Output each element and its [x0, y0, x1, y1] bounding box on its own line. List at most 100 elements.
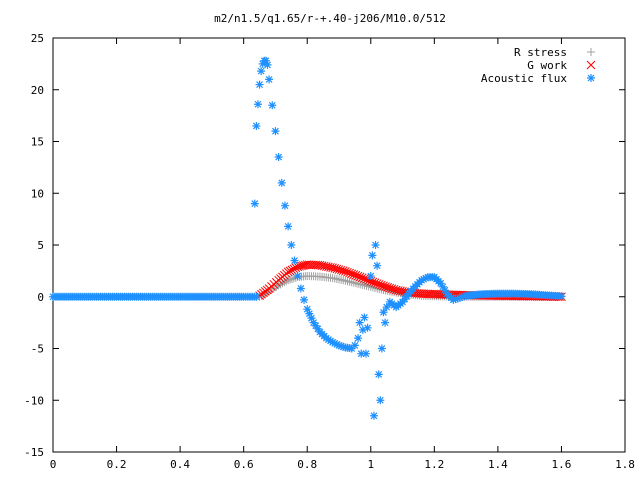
- data-point: [349, 278, 358, 287]
- data-point: [339, 342, 348, 351]
- data-point: [451, 295, 460, 304]
- y-tick-label: -10: [24, 394, 44, 407]
- y-tick-label: 25: [31, 32, 44, 45]
- legend-label: R stress: [514, 46, 567, 59]
- data-point: [313, 324, 322, 333]
- data-point: [354, 279, 363, 288]
- data-point: [347, 278, 356, 287]
- data-point: [436, 279, 445, 288]
- data-point: [421, 289, 431, 299]
- data-point: [293, 272, 302, 281]
- data-point: [330, 339, 339, 348]
- data-point: [419, 275, 428, 284]
- data-point: [280, 201, 289, 210]
- y-tick-label: 5: [37, 239, 44, 252]
- data-point: [265, 75, 274, 84]
- data-point: [271, 127, 280, 136]
- data-point: [423, 289, 433, 299]
- chart-title: m2/n1.5/q1.65/r-+.40-j206/M10.0/512: [214, 12, 446, 25]
- data-point: [307, 314, 316, 323]
- data-point: [358, 280, 367, 289]
- data-point: [255, 80, 264, 89]
- data-point: [284, 222, 293, 231]
- data-point: [369, 411, 378, 420]
- data-point: [303, 305, 312, 314]
- y-tick-label: -5: [31, 343, 44, 356]
- data-point: [335, 341, 343, 350]
- data-point: [363, 323, 372, 332]
- x-tick-label: 0.2: [107, 458, 127, 471]
- data-point: [356, 280, 365, 289]
- data-point: [457, 293, 466, 302]
- data-point: [309, 318, 318, 327]
- plot-frame: [52, 37, 626, 453]
- data-point: [337, 342, 346, 351]
- data-point: [305, 309, 314, 318]
- data-point: [311, 321, 320, 330]
- x-tick-label: 1.8: [615, 458, 635, 471]
- data-point: [347, 344, 356, 353]
- data-point: [290, 256, 299, 265]
- legend-marker: [587, 48, 595, 56]
- data-point: [307, 260, 316, 270]
- data-point: [287, 241, 296, 249]
- data-point: [350, 341, 359, 350]
- data-point: [253, 100, 262, 109]
- series-star: [49, 56, 566, 420]
- data-point: [377, 344, 386, 353]
- data-point: [302, 260, 312, 270]
- data-point: [277, 178, 286, 187]
- x-tick-label: 0.6: [234, 458, 254, 471]
- legend-marker: [587, 74, 595, 82]
- y-tick-label: 10: [31, 187, 44, 200]
- data-point: [438, 282, 447, 291]
- data-point: [309, 260, 318, 270]
- data-point: [374, 370, 383, 379]
- data-point: [417, 289, 426, 298]
- data-point: [453, 294, 462, 303]
- data-point: [345, 277, 354, 286]
- axis-ticks: 0 0.2 0.4 0.6 0.8 1 1.2 1.4 1.6 1.8 -15 -10 -5 0 5 10 15…: [24, 32, 635, 471]
- data-point: [341, 276, 350, 285]
- y-tick-label: 20: [31, 84, 44, 97]
- data-point: [250, 199, 259, 208]
- x-tick-label: 0.4: [170, 458, 190, 471]
- data-point: [332, 340, 341, 349]
- data-point: [421, 274, 430, 283]
- data-point: [417, 276, 426, 285]
- x-tick-label: 0.8: [297, 458, 317, 471]
- data-point: [354, 334, 363, 343]
- data-point: [252, 121, 261, 130]
- data-point: [557, 292, 566, 301]
- x-tick-label: 1.4: [488, 458, 508, 471]
- x-tick-label: 1: [367, 458, 374, 471]
- data-point: [304, 260, 314, 270]
- data-point: [300, 295, 309, 304]
- data-point: [381, 318, 390, 327]
- y-tick-label: 15: [31, 136, 44, 149]
- data-point: [257, 67, 266, 76]
- data-point: [343, 277, 352, 286]
- data-point: [382, 303, 391, 312]
- data-point: [328, 338, 337, 347]
- x-tick-label: 1.6: [552, 458, 572, 471]
- data-point: [274, 153, 283, 162]
- data-point: [368, 251, 377, 260]
- data-point: [455, 293, 464, 302]
- data-point: [376, 396, 385, 405]
- data-point: [274, 281, 283, 290]
- legend-marker: [586, 60, 596, 70]
- data-point: [296, 284, 305, 293]
- data-point: [263, 60, 272, 69]
- legend-label: G work: [527, 59, 567, 72]
- data-point: [357, 349, 366, 358]
- data-point: [261, 56, 270, 65]
- data-point: [360, 313, 369, 322]
- data-point: [459, 292, 468, 301]
- data-point: [258, 59, 267, 68]
- data-point: [419, 289, 429, 299]
- legend-label: Acoustic flux: [481, 72, 567, 85]
- data-point: [449, 295, 458, 304]
